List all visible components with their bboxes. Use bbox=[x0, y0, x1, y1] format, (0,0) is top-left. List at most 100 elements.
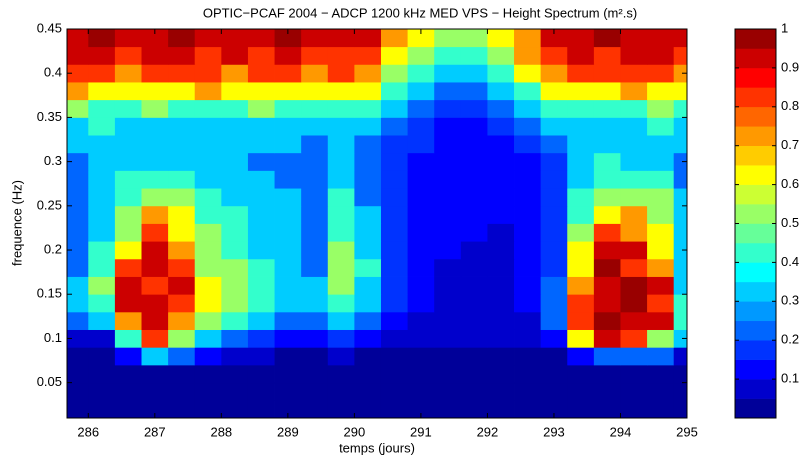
heatmap-cell bbox=[514, 188, 542, 207]
heatmap-cell bbox=[194, 329, 222, 348]
heatmap-cell bbox=[327, 46, 355, 65]
heatmap-cell bbox=[487, 276, 515, 295]
heatmap-cell bbox=[620, 82, 648, 101]
heatmap-cell bbox=[247, 347, 275, 366]
heatmap-cell bbox=[194, 64, 222, 83]
heatmap-cell bbox=[460, 311, 488, 330]
heatmap-cell bbox=[274, 205, 302, 224]
heatmap-cell bbox=[114, 223, 142, 242]
heatmap-cell bbox=[434, 152, 462, 171]
heatmap-cell bbox=[647, 135, 675, 154]
y-tick-label: 0.3 bbox=[44, 153, 62, 168]
heatmap-cell bbox=[407, 258, 435, 277]
heatmap-cell bbox=[354, 311, 382, 330]
heatmap-cell bbox=[593, 152, 621, 171]
heatmap-cell bbox=[620, 205, 648, 224]
heatmap-cell bbox=[67, 258, 89, 277]
chart-title: OPTIC−PCAF 2004 − ADCP 1200 kHz MED VPS … bbox=[203, 5, 637, 20]
heatmap-cell bbox=[593, 364, 621, 384]
heatmap-cell bbox=[380, 311, 409, 330]
heatmap-cell bbox=[221, 29, 249, 48]
heatmap-cell bbox=[114, 311, 142, 330]
heatmap-cell bbox=[168, 99, 196, 118]
heatmap-cell bbox=[620, 188, 648, 207]
heatmap-cell bbox=[168, 188, 196, 207]
heatmap-cell bbox=[407, 223, 435, 242]
heatmap-cell bbox=[274, 135, 302, 154]
heatmap-cell bbox=[407, 311, 435, 330]
heatmap-cell bbox=[514, 135, 542, 154]
heatmap-cell bbox=[221, 241, 249, 260]
heatmap-cell bbox=[194, 188, 222, 207]
heatmap-cell bbox=[301, 82, 329, 101]
heatmap-cell bbox=[141, 223, 169, 242]
heatmap-cell bbox=[247, 170, 275, 189]
heatmap-cell bbox=[327, 64, 355, 83]
heatmap-cell bbox=[514, 152, 542, 171]
heatmap-cell bbox=[673, 400, 687, 418]
heatmap-cell bbox=[380, 82, 409, 101]
heatmap-cell bbox=[301, 258, 329, 277]
heatmap-cell bbox=[593, 329, 621, 348]
colorbar-tick-label: 0.7 bbox=[781, 137, 799, 152]
heatmap-cell bbox=[620, 276, 648, 295]
heatmap-cell bbox=[194, 258, 222, 277]
heatmap-cell bbox=[194, 276, 222, 295]
heatmap-cell bbox=[460, 64, 488, 83]
heatmap-cell bbox=[487, 152, 515, 171]
heatmap-cell bbox=[274, 29, 302, 48]
heatmap-cell bbox=[514, 294, 542, 313]
heatmap-cell bbox=[407, 241, 435, 260]
heatmap-cell bbox=[141, 82, 169, 101]
heatmap-cell bbox=[141, 364, 169, 384]
heatmap-cell bbox=[301, 400, 329, 418]
heatmap-cell bbox=[514, 258, 542, 277]
heatmap-cell bbox=[141, 46, 169, 65]
heatmap-cell bbox=[67, 364, 89, 384]
heatmap-cell bbox=[301, 135, 329, 154]
heatmap-cell bbox=[168, 329, 196, 348]
heatmap-cell bbox=[274, 241, 302, 260]
heatmap-cell bbox=[540, 82, 568, 101]
heatmap-cell bbox=[593, 64, 621, 83]
heatmap-cell bbox=[673, 135, 687, 154]
heatmap-cell bbox=[114, 188, 142, 207]
x-tick-label: 292 bbox=[477, 424, 499, 439]
heatmap-cell bbox=[434, 329, 462, 348]
heatmap-cell bbox=[540, 382, 568, 401]
heatmap-cell bbox=[354, 170, 382, 189]
heatmap-cell bbox=[460, 364, 488, 384]
heatmap-cell bbox=[327, 99, 355, 118]
heatmap-cell bbox=[67, 152, 89, 171]
heatmap-cell bbox=[194, 364, 222, 384]
x-tick-label: 291 bbox=[410, 424, 432, 439]
heatmap-cell bbox=[434, 29, 462, 48]
heatmap-cell bbox=[647, 99, 675, 118]
heatmap-cell bbox=[540, 223, 568, 242]
heatmap-cell bbox=[434, 117, 462, 136]
heatmap-cell bbox=[274, 400, 302, 418]
heatmap-cell bbox=[221, 294, 249, 313]
heatmap-cell bbox=[380, 294, 409, 313]
heatmap-cell bbox=[434, 258, 462, 277]
heatmap-cell bbox=[460, 46, 488, 65]
y-tick-label: 0.45 bbox=[37, 20, 62, 35]
heatmap-cell bbox=[114, 241, 142, 260]
heatmap-cell bbox=[114, 294, 142, 313]
x-tick-label: 293 bbox=[543, 424, 565, 439]
heatmap-cell bbox=[567, 241, 595, 260]
heatmap-cell bbox=[247, 382, 275, 401]
heatmap-cell bbox=[247, 400, 275, 418]
heatmap-cell bbox=[301, 382, 329, 401]
heatmap-cell bbox=[141, 117, 169, 136]
heatmap-cell bbox=[114, 258, 142, 277]
heatmap-cell bbox=[487, 188, 515, 207]
heatmap-cell bbox=[673, 329, 687, 348]
heatmap-cell bbox=[67, 223, 89, 242]
heatmap-cell bbox=[194, 223, 222, 242]
heatmap-cell bbox=[141, 152, 169, 171]
heatmap-cell bbox=[221, 188, 249, 207]
heatmap-cell bbox=[567, 276, 595, 295]
heatmap-cell bbox=[67, 241, 89, 260]
